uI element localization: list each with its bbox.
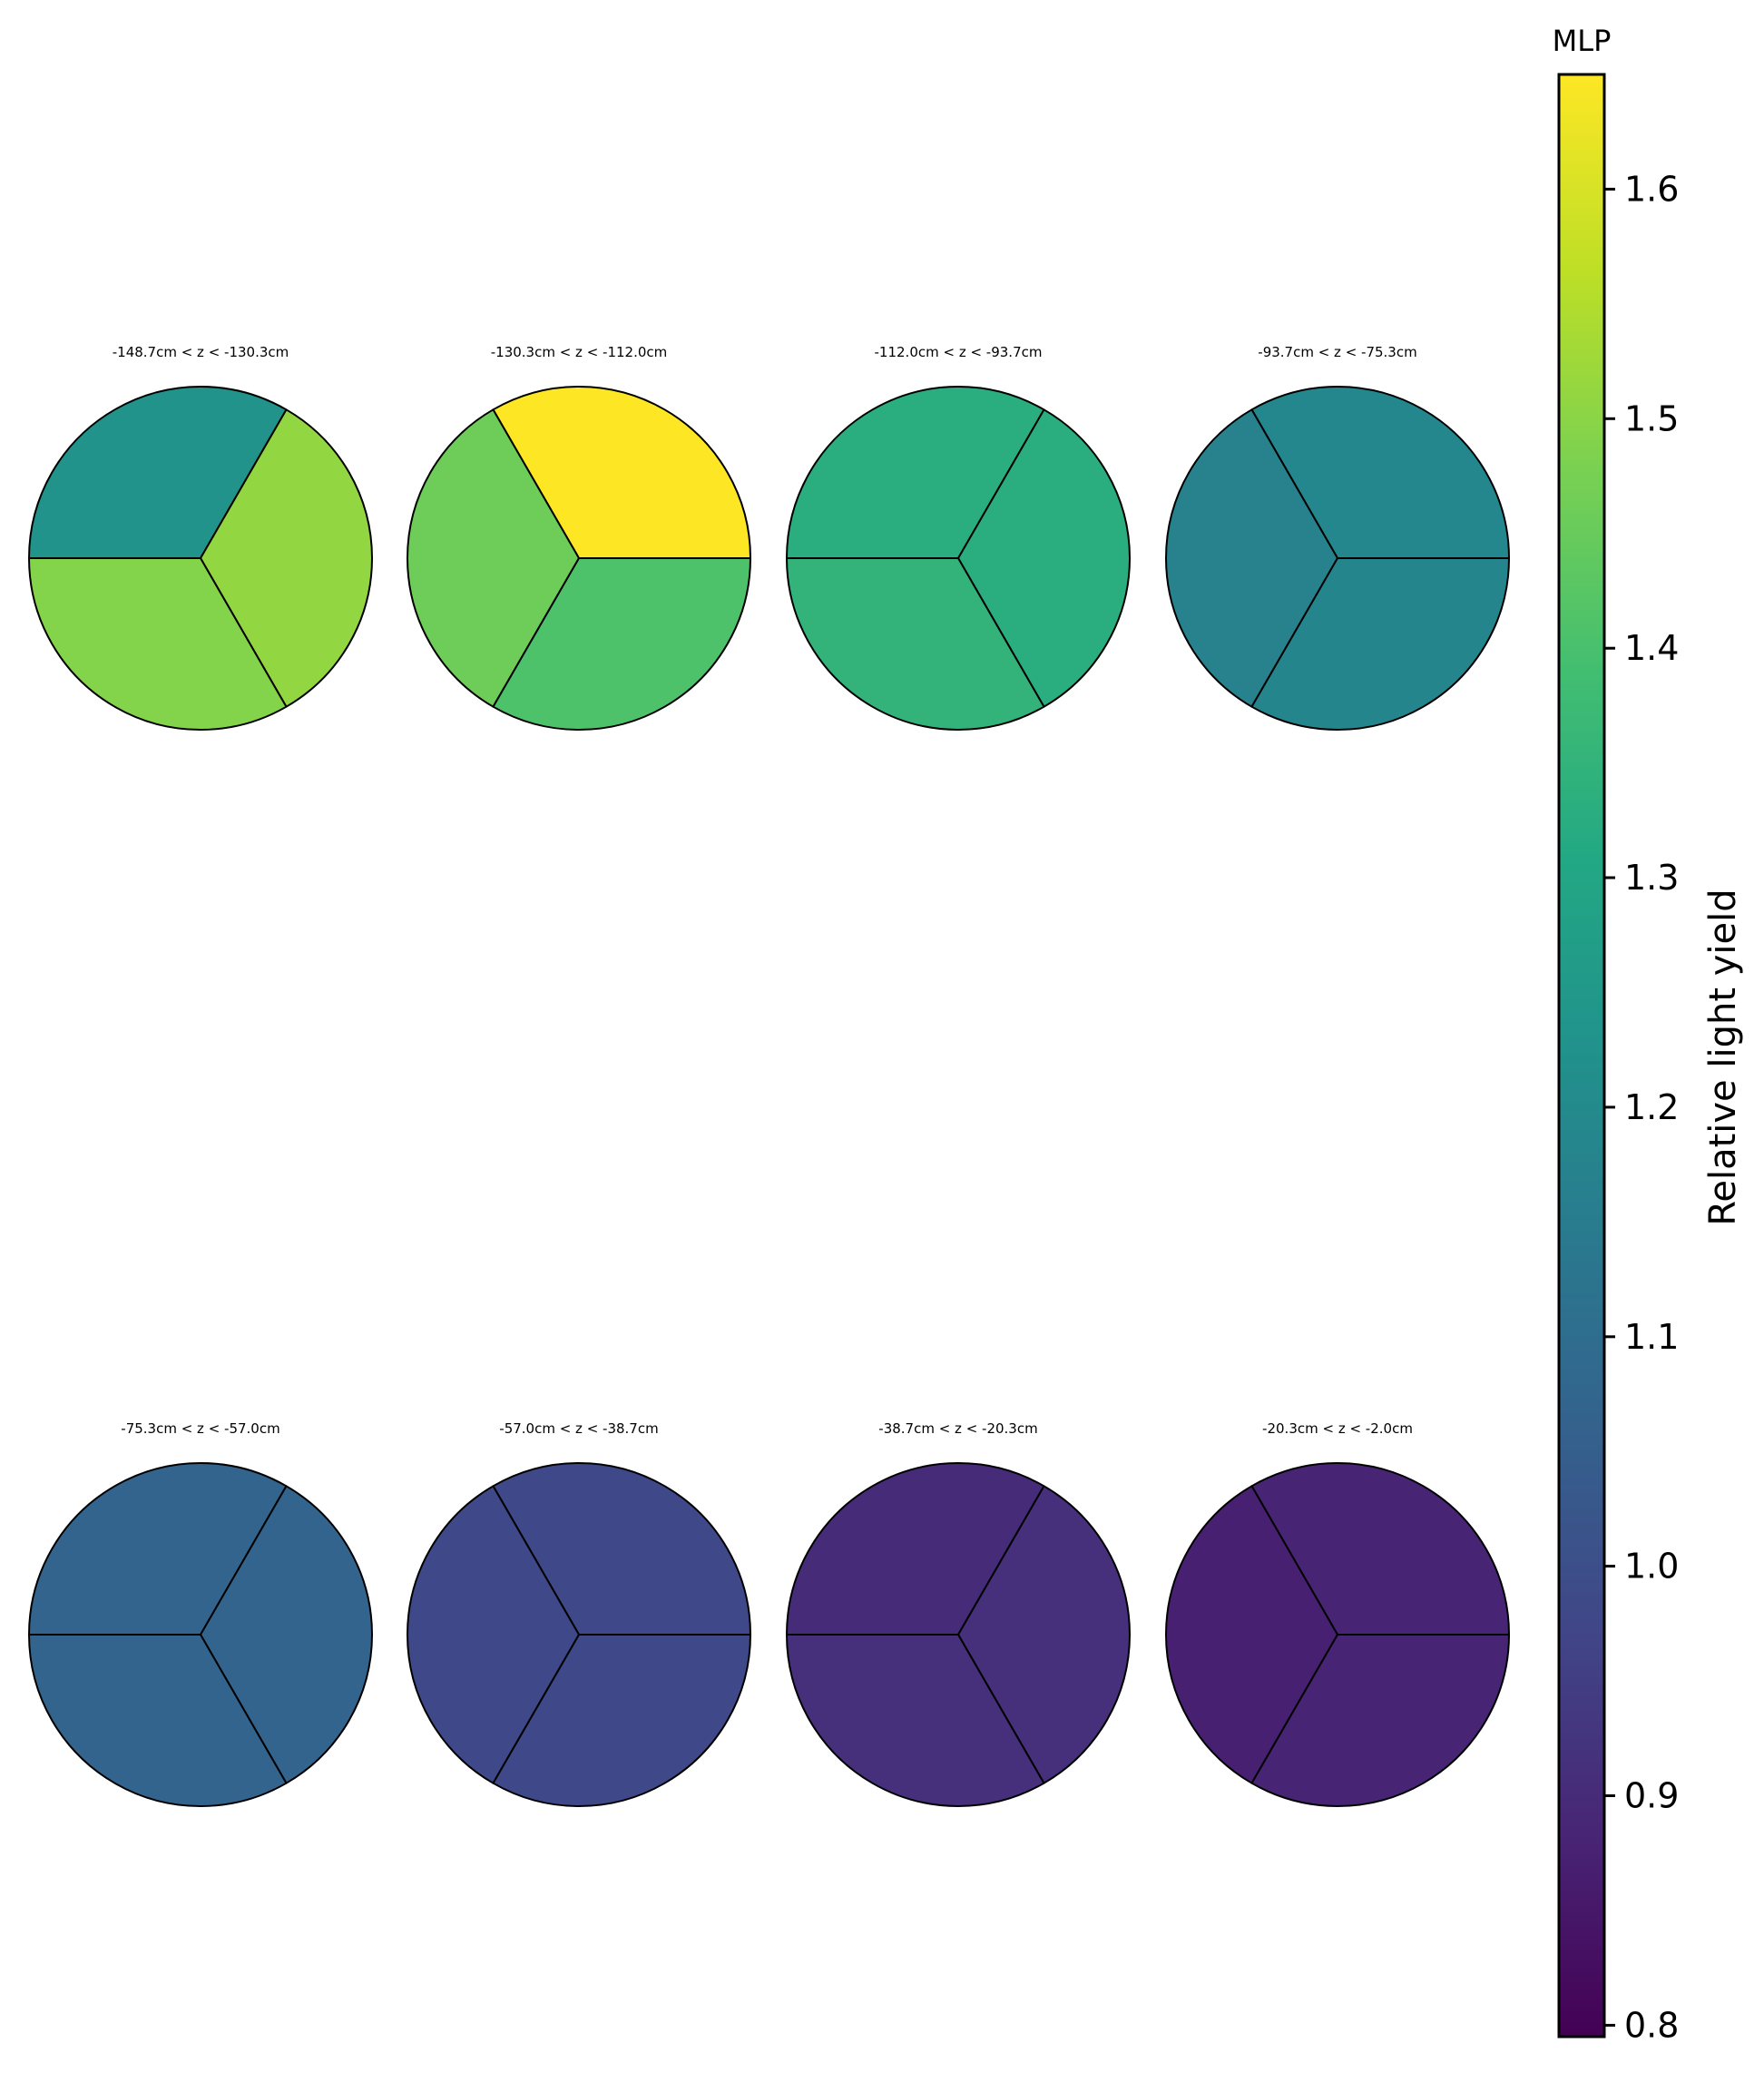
sector: [1250, 386, 1510, 559]
colorbar-tick-label: 1.4: [1624, 628, 1679, 668]
sector: [1250, 1462, 1510, 1636]
sector: [200, 1485, 373, 1784]
sector: [957, 1485, 1131, 1784]
panel-title: -57.0cm < z < -38.7cm: [499, 1420, 658, 1437]
sector: [786, 386, 1045, 559]
sector: [786, 557, 1045, 731]
sector: [28, 1634, 288, 1807]
colorbar: 0.8 0.9 1.0 1.1 1.2 1.3 1.4 1.5 1.6 MLP Relative…: [1553, 24, 1744, 2045]
detector-panel: -148.7cm < z < -130.3cm: [28, 344, 373, 731]
detector-panels: -148.7cm < z < -130.3cm -130.3cm < z < -1…: [28, 344, 1510, 1807]
detector-panel: -112.0cm < z < -93.7cm: [786, 344, 1131, 731]
sector: [957, 408, 1131, 708]
colorbar-tick-label: 1.1: [1624, 1317, 1679, 1357]
sector: [492, 557, 751, 731]
panel-title: -38.7cm < z < -20.3cm: [878, 1420, 1037, 1437]
colorbar-tick-label: 0.9: [1624, 1776, 1679, 1816]
sector: [1165, 1485, 1338, 1784]
panel-title: -75.3cm < z < -57.0cm: [121, 1420, 279, 1437]
colorbar-tick-label: 1.2: [1624, 1087, 1679, 1127]
sector: [407, 1485, 580, 1784]
colorbar-tick-label: 1.0: [1624, 1547, 1679, 1587]
sector: [786, 1634, 1045, 1807]
detector-panel: -20.3cm < z < -2.0cm: [1165, 1420, 1510, 1807]
colorbar-tick-label: 1.6: [1624, 169, 1679, 209]
sector: [1250, 557, 1510, 731]
sector: [492, 1462, 751, 1636]
colorbar-title: MLP: [1553, 24, 1612, 58]
colorbar-axis-label: Relative light yield: [1702, 889, 1744, 1225]
panel-title: -93.7cm < z < -75.3cm: [1258, 344, 1416, 360]
sector: [28, 557, 288, 731]
colorbar-gradient: [1557, 73, 1606, 2039]
sector: [407, 408, 580, 708]
sector: [1250, 1634, 1510, 1807]
detector-panel: -38.7cm < z < -20.3cm: [786, 1420, 1131, 1807]
panel-title: -112.0cm < z < -93.7cm: [875, 344, 1043, 360]
detector-panel: -75.3cm < z < -57.0cm: [28, 1420, 373, 1807]
sector: [1165, 408, 1338, 708]
colorbar-tick-label: 0.8: [1624, 2005, 1679, 2045]
sector: [28, 1462, 288, 1636]
sector: [28, 386, 288, 559]
detector-panel: -93.7cm < z < -75.3cm: [1165, 344, 1510, 731]
sector: [786, 1462, 1045, 1636]
panel-title: -20.3cm < z < -2.0cm: [1262, 1420, 1413, 1437]
sector: [492, 386, 751, 559]
sector: [492, 1634, 751, 1807]
colorbar-tick-label: 1.5: [1624, 398, 1679, 438]
colorbar-tick-label: 1.3: [1624, 858, 1679, 898]
panel-title: -148.7cm < z < -130.3cm: [113, 344, 289, 360]
detector-panel: -130.3cm < z < -112.0cm: [407, 344, 751, 731]
sector: [200, 408, 373, 708]
detector-panel: -57.0cm < z < -38.7cm: [407, 1420, 751, 1807]
panel-title: -130.3cm < z < -112.0cm: [491, 344, 668, 360]
colorbar-ticks: 0.8 0.9 1.0 1.1 1.2 1.3 1.4 1.5 1.6: [1604, 169, 1679, 2045]
